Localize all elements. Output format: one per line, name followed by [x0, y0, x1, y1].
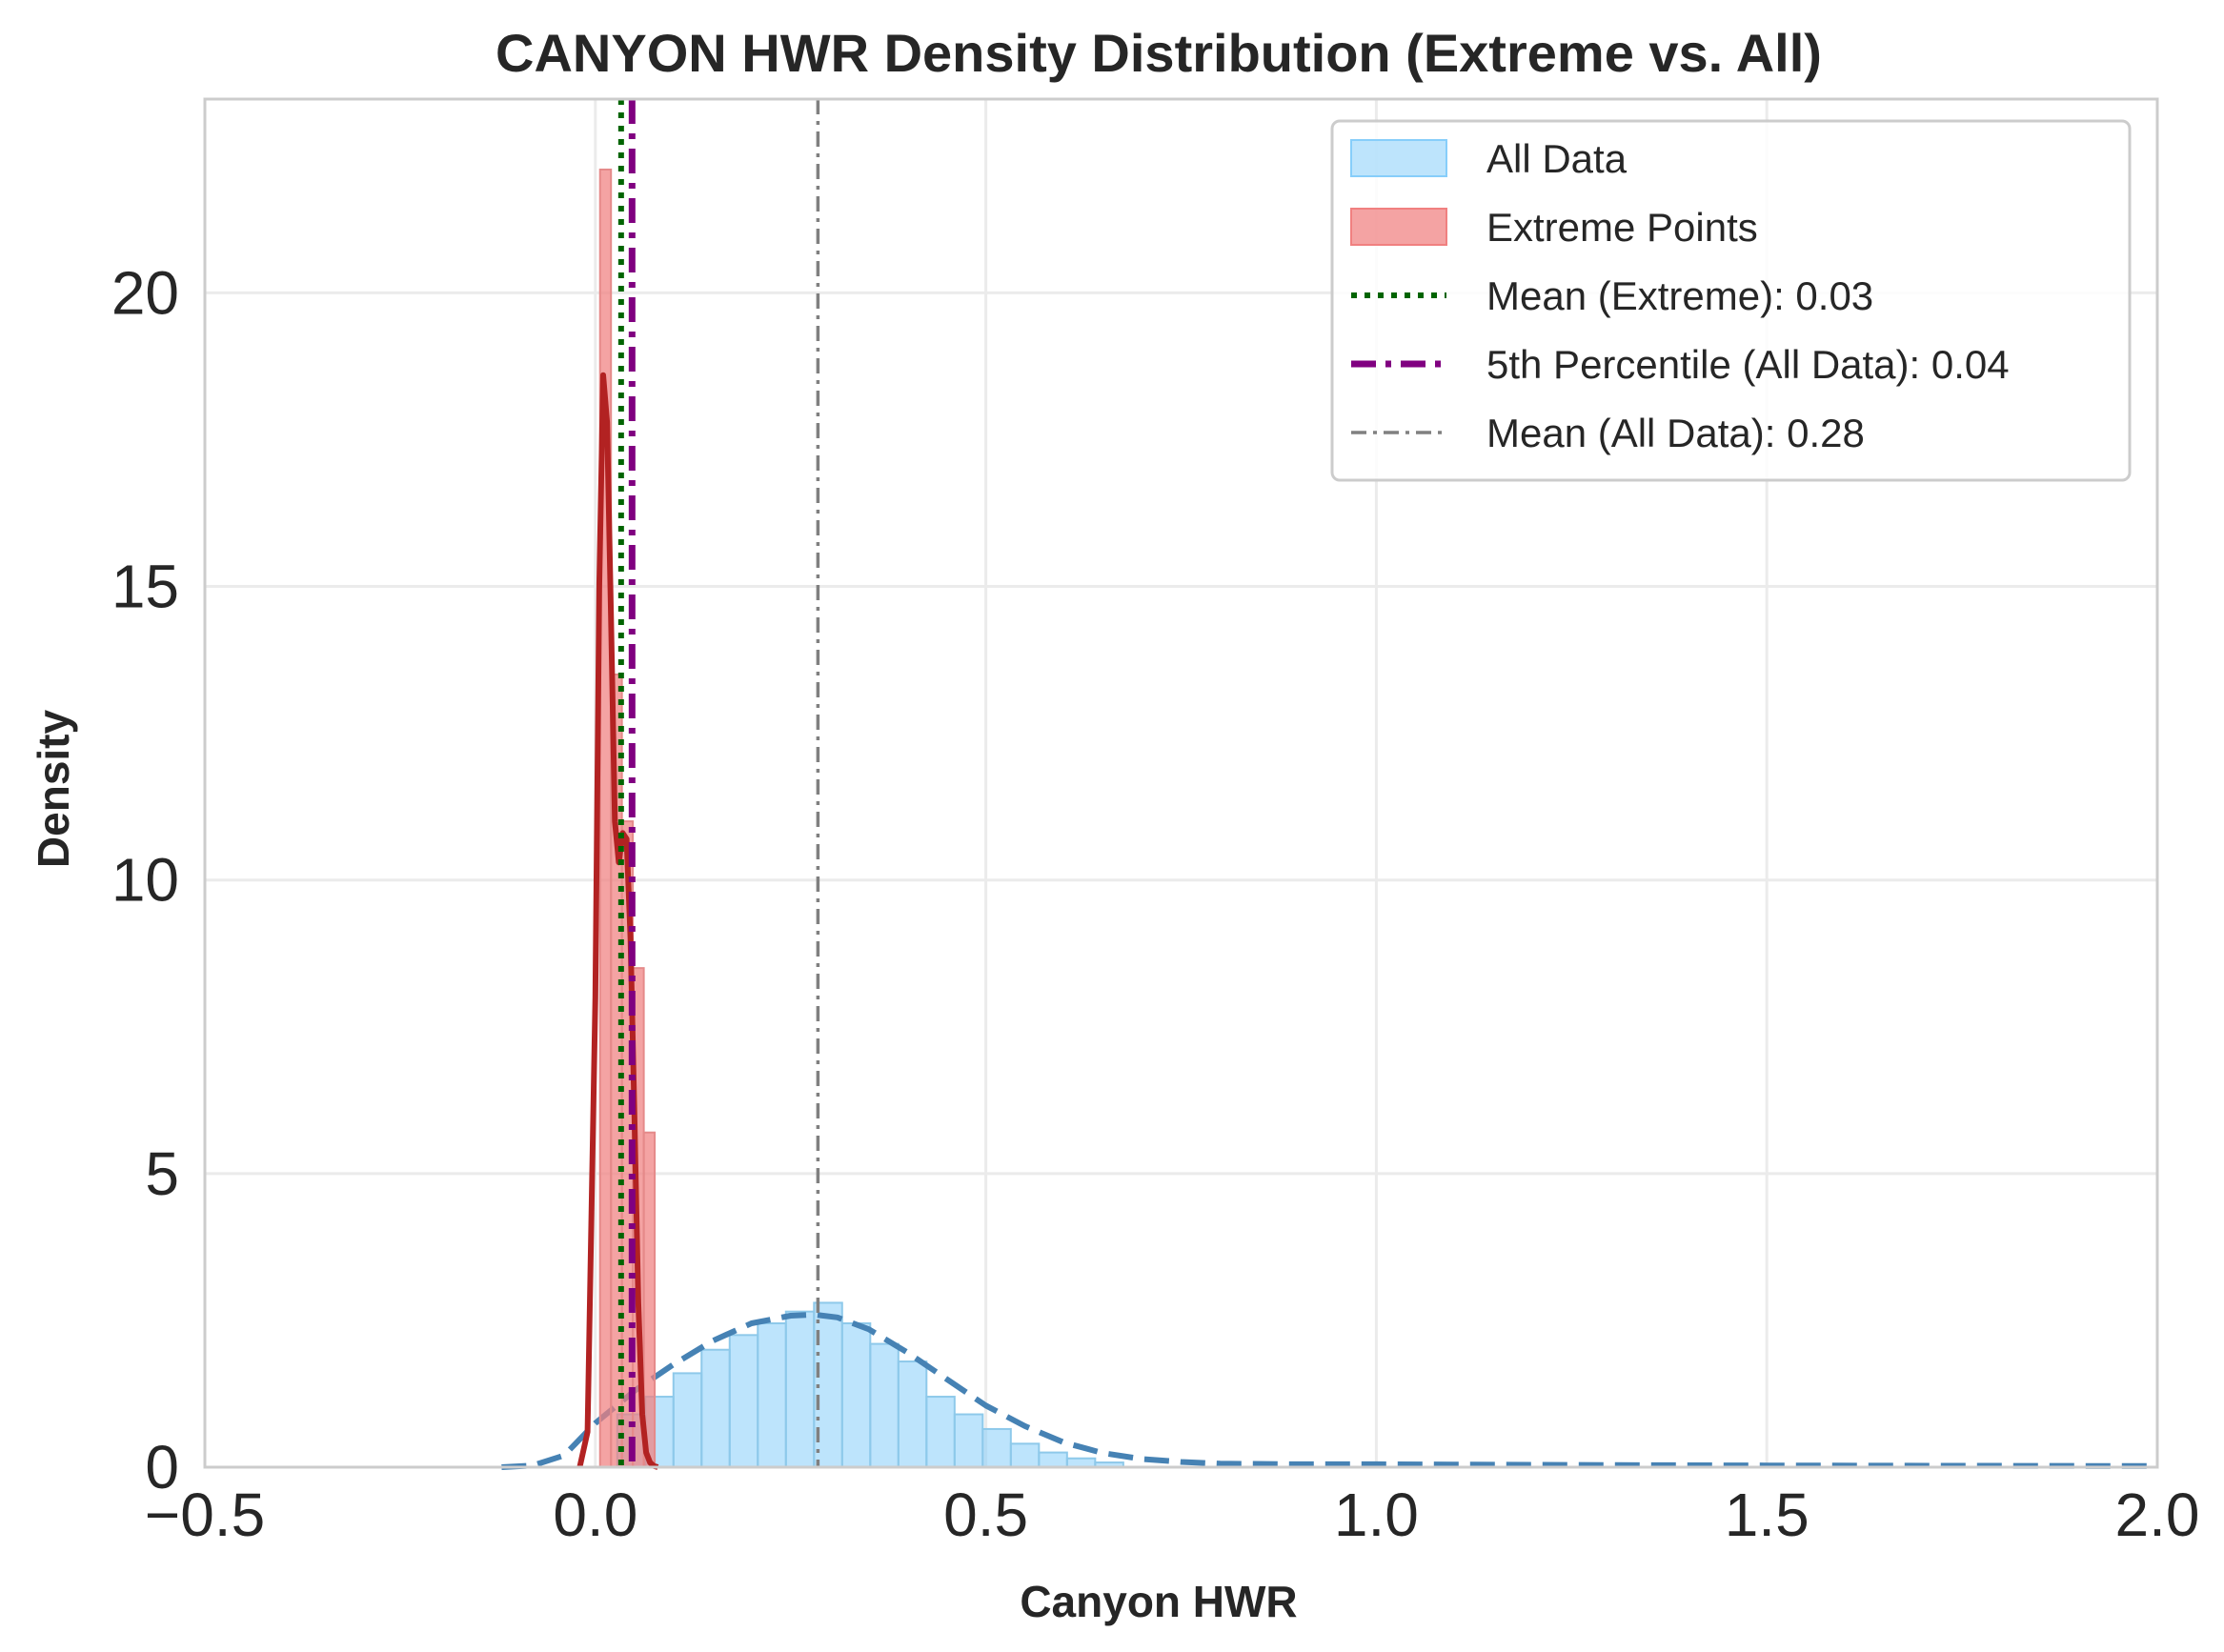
extreme-points-histogram: [598, 168, 657, 1469]
plot-frame: [203, 97, 2159, 1469]
plot-border: [203, 97, 2159, 1469]
y-tick-label-1: 5: [145, 1139, 179, 1208]
y-tick-label-0: 0: [145, 1433, 179, 1501]
chart-title: CANYON HWR Density Distribution (Extreme…: [495, 23, 1822, 83]
all-data-hist-bar-3: [700, 1348, 731, 1468]
x-tick-label-5: 2.0: [2115, 1481, 2200, 1549]
extreme-hist-bar-0: [598, 168, 613, 1469]
x-tick-label-4: 1.5: [1725, 1481, 1810, 1549]
legend-label-3: 5th Percentile (All Data): 0.04: [1486, 342, 2010, 387]
legend-label-1: Extreme Points: [1486, 205, 1758, 250]
all-data-hist-bar-5: [757, 1322, 787, 1468]
y-tick-label-4: 20: [111, 258, 179, 327]
all-data-hist-bar-12: [953, 1413, 984, 1469]
all-data-hist-bar-14: [1009, 1442, 1041, 1469]
reference-lines: [617, 99, 820, 1467]
x-tick-label-3: 1.0: [1334, 1481, 1419, 1549]
legend-label-4: Mean (All Data): 0.28: [1486, 411, 1865, 455]
extreme-hist-bar-4: [642, 1131, 657, 1468]
legend-swatch-1: [1350, 208, 1447, 246]
all-data-hist-bar-11: [925, 1396, 956, 1469]
all-data-hist-bar-2: [672, 1372, 703, 1468]
x-tick-label-0: −0.5: [145, 1481, 265, 1549]
legend: All Data Extreme Points Mean (Extreme): 0.…: [1330, 119, 2132, 482]
all-data-hist-bar-9: [869, 1342, 900, 1468]
legend-label-2: Mean (Extreme): 0.03: [1486, 273, 1873, 318]
x-tick-label-1: 0.0: [553, 1481, 637, 1549]
x-tick-label-2: 0.5: [943, 1481, 1028, 1549]
all-data-hist-bar-4: [728, 1334, 759, 1468]
legend-items: All Data Extreme Points Mean (Extreme): 0.…: [1350, 136, 2010, 455]
all-data-hist-bar-10: [897, 1360, 928, 1468]
y-tick-label-2: 10: [111, 846, 179, 915]
legend-label-0: All Data: [1486, 136, 1628, 181]
y-tick-label-3: 15: [111, 553, 179, 621]
all-data-hist-bar-15: [1038, 1451, 1068, 1469]
legend-box: [1330, 119, 2132, 482]
x-axis-label: Canyon HWR: [1020, 1577, 1297, 1626]
all-data-hist-bar-8: [840, 1322, 872, 1468]
legend-swatch-0: [1350, 139, 1447, 177]
tick-labels: −0.5 0.0 0.5 1.0 1.5 2.0 0 5 10 15 20: [111, 258, 2200, 1549]
all-data-hist-bar-6: [784, 1310, 816, 1468]
all-data-hist-bar-13: [981, 1427, 1012, 1469]
y-axis-label: Density: [29, 710, 78, 869]
